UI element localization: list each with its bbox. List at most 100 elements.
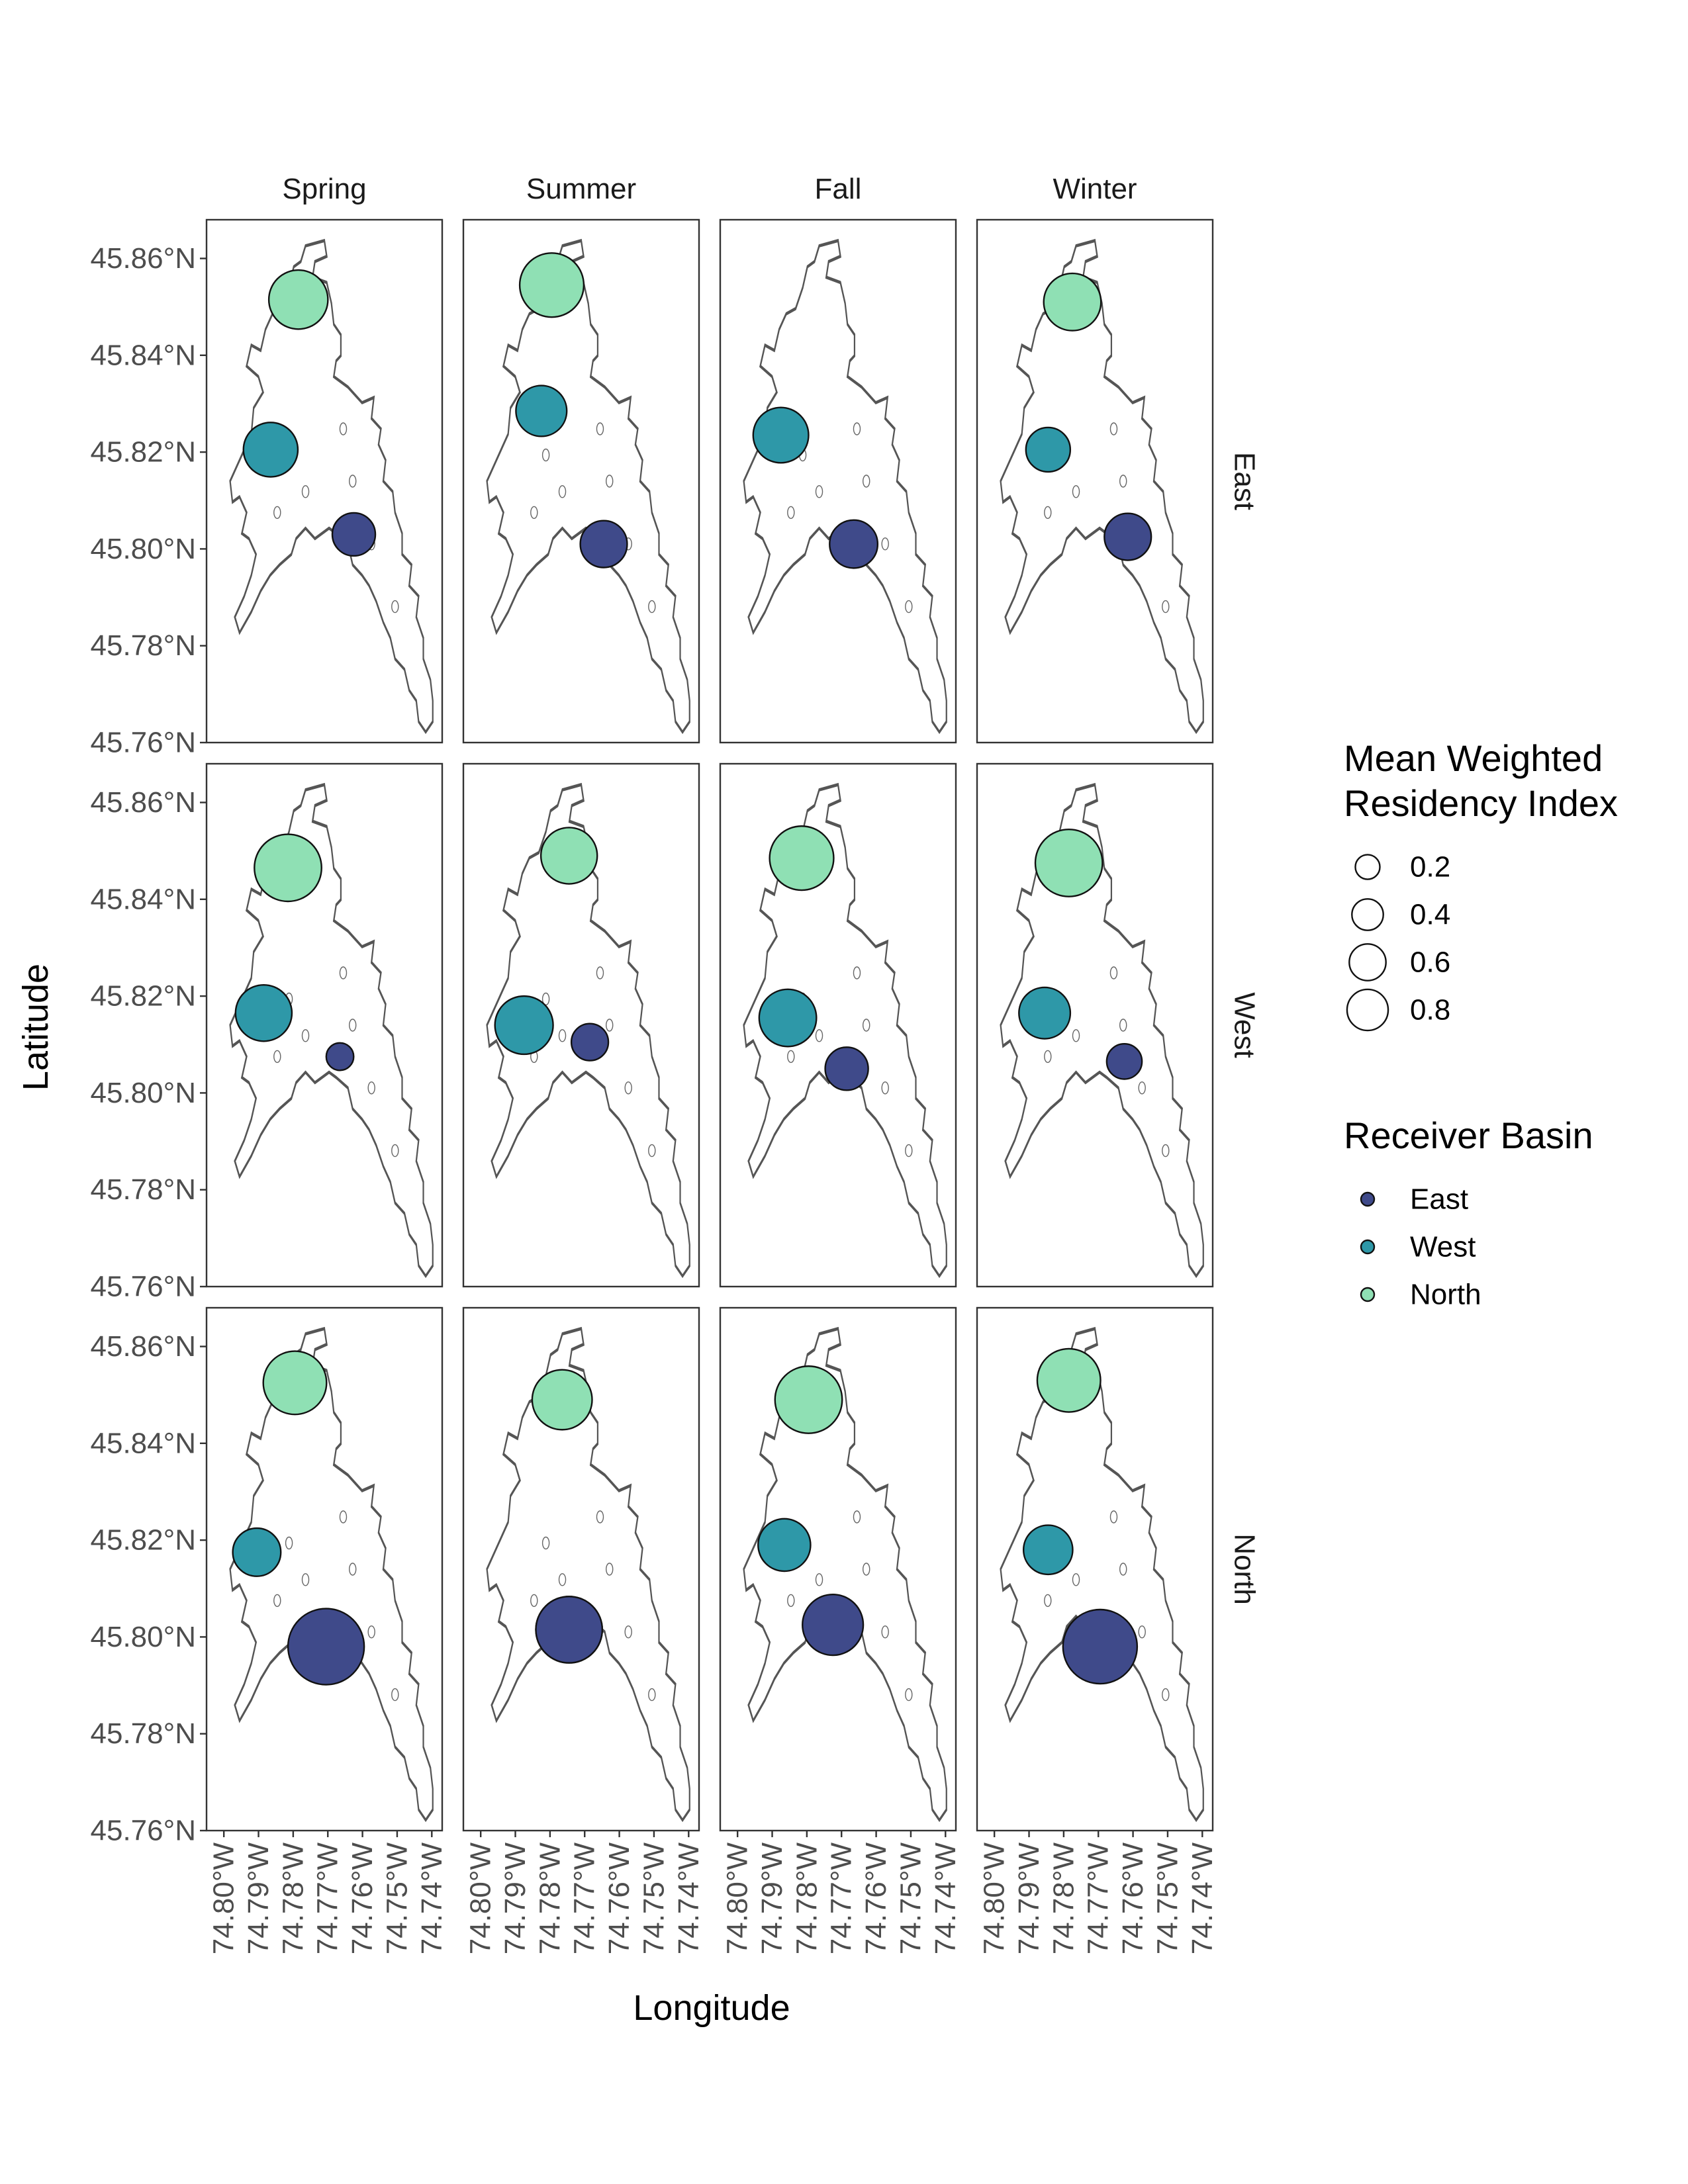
island-outline [1044, 1594, 1052, 1608]
x-tick-label: 74.79°W [756, 1843, 788, 1955]
x-tick-label: 74.77°W [569, 1843, 601, 1955]
x-tick-label: 74.80°W [722, 1843, 754, 1955]
panel-border [462, 762, 700, 1288]
island-outline [301, 485, 310, 498]
panel-background [720, 764, 956, 1287]
point-east [1105, 1043, 1143, 1080]
island-outline [1072, 1573, 1080, 1586]
x-tick-label: 74.78°W [277, 1843, 309, 1955]
island-outline [285, 1536, 293, 1550]
x-tick-label: 74.76°W [346, 1843, 379, 1955]
island-outline [541, 1536, 550, 1550]
x-tick-label: 74.77°W [825, 1843, 858, 1955]
island-outline [273, 1594, 281, 1608]
island-outline [367, 1625, 375, 1639]
island-outline [1044, 1050, 1052, 1064]
strip-label-north: North [1229, 1533, 1261, 1605]
island-outline [391, 1688, 399, 1702]
point-north [531, 1369, 593, 1431]
x-tick-label: 74.75°W [381, 1843, 413, 1955]
island-outline [558, 1573, 567, 1586]
island-outline [787, 506, 795, 520]
x-tick-label: 74.74°W [416, 1843, 448, 1955]
x-tick-label: 74.74°W [1186, 1843, 1219, 1955]
size-legend-title-line-1: Mean Weighted [1344, 737, 1603, 779]
y-tick-label: 45.76°N [91, 1271, 196, 1303]
point-west [1022, 1524, 1074, 1576]
island-outline [530, 1594, 538, 1608]
island-outline [339, 422, 348, 435]
island-outline [853, 422, 861, 435]
island-outline [815, 1029, 823, 1042]
island-outline [1072, 485, 1080, 498]
point-east [287, 1608, 365, 1686]
y-tick-label: 45.86°N [91, 1330, 196, 1363]
island-outline [1162, 1144, 1170, 1158]
island-outline [596, 966, 604, 979]
point-east [1103, 512, 1152, 561]
strip-label-summer: Summer [526, 173, 636, 205]
size-legend-key [1346, 988, 1389, 1032]
island-outline [1119, 1019, 1127, 1032]
island-outline [1162, 600, 1170, 614]
island-outline [349, 475, 357, 488]
point-north [774, 1365, 843, 1434]
point-west [757, 1518, 812, 1572]
color-legend-key-east [1360, 1191, 1376, 1207]
panel-west-winter [977, 764, 1213, 1287]
x-tick-label: 74.79°W [1013, 1843, 1045, 1955]
x-tick-label: 74.80°W [978, 1843, 1011, 1955]
panel-east-spring [207, 220, 442, 743]
x-tick-label: 74.76°W [860, 1843, 892, 1955]
island-outline [301, 1573, 310, 1586]
panel-north-spring [207, 1308, 442, 1831]
panel-border [719, 1306, 957, 1832]
island-outline [1109, 966, 1118, 979]
y-tick-label: 45.78°N [91, 1717, 196, 1750]
size-legend-key [1354, 854, 1381, 880]
x-tick-label: 74.74°W [929, 1843, 962, 1955]
island-outline [606, 475, 614, 488]
point-east [570, 1023, 610, 1062]
x-tick-label: 74.77°W [1082, 1843, 1115, 1955]
island-outline [905, 600, 913, 614]
point-west [232, 1527, 282, 1577]
x-tick-label: 74.78°W [534, 1843, 566, 1955]
island-outline [391, 1144, 399, 1158]
point-west [494, 995, 554, 1056]
island-outline [1044, 506, 1052, 520]
panel-west-summer [463, 764, 699, 1287]
island-outline [606, 1563, 614, 1576]
y-axis-title: Latitude [16, 964, 56, 1091]
point-north [518, 252, 585, 318]
x-tick-label: 74.76°W [603, 1843, 635, 1955]
y-tick-label: 45.76°N [91, 1815, 196, 1847]
island-outline [558, 1029, 567, 1042]
panel-east-summer [463, 220, 699, 743]
island-outline [853, 1510, 861, 1524]
color-legend-key-west [1360, 1239, 1376, 1255]
x-tick-label: 74.79°W [499, 1843, 532, 1955]
island-outline [339, 966, 348, 979]
island-outline [624, 1625, 632, 1639]
color-legend-title: Receiver Basin [1344, 1115, 1593, 1156]
panel-border [205, 762, 444, 1288]
island-outline [1138, 1081, 1146, 1095]
panel-border [462, 218, 700, 744]
point-east [325, 1042, 355, 1071]
x-tick-label: 74.80°W [465, 1843, 497, 1955]
panel-border [719, 218, 957, 744]
island-outline [905, 1688, 913, 1702]
size-legend-key [1348, 943, 1387, 981]
island-outline [624, 1081, 632, 1095]
panel-east-fall [720, 220, 956, 743]
point-west [752, 406, 810, 464]
panel-background [720, 220, 956, 743]
point-east [829, 519, 879, 569]
size-legend-label: 0.8 [1410, 994, 1450, 1026]
y-tick-label: 45.80°N [91, 1077, 196, 1109]
point-north [1043, 272, 1102, 332]
y-tick-label: 45.86°N [91, 786, 196, 819]
island-outline [881, 537, 889, 551]
